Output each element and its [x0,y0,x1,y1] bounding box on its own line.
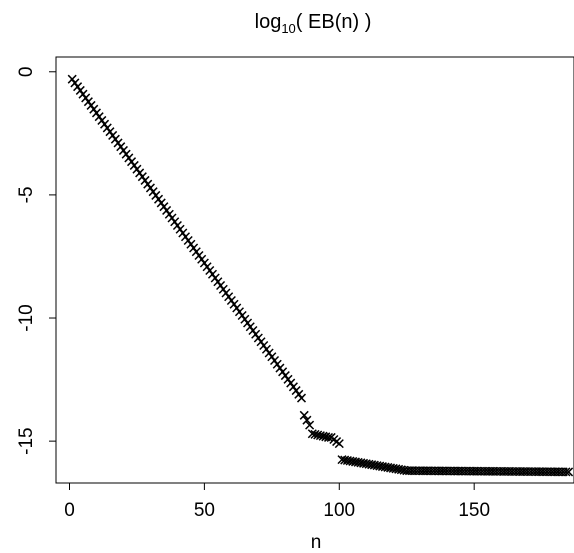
data-point [305,420,315,430]
x-axis: 0 50 100 150 [64,482,490,521]
chart-title: log10( EB(n) ) [255,11,372,36]
chart-title-base: log [255,11,282,33]
data-point [310,429,320,439]
x-tick-label: 50 [194,500,215,521]
x-tick-label: 0 [64,500,75,521]
data-point [561,467,571,477]
data-point [307,429,317,439]
y-tick-label: -5 [16,186,37,203]
x-tick-label: 150 [458,500,490,521]
data-point [296,393,307,403]
data-point [299,410,309,420]
y-tick-label: -10 [16,304,37,331]
y-tick-label: 0 [16,66,37,77]
chart-title-rest: ( EB(n) ) [296,11,372,33]
data-point [302,415,312,425]
data-point [564,467,574,477]
data-series [67,74,574,477]
x-axis-label: n [311,532,322,553]
y-tick-label: -15 [16,427,37,454]
plot-frame [55,56,574,484]
data-point [313,430,323,440]
data-point [315,431,325,441]
y-axis: 0 -5 -10 -15 [16,66,57,455]
data-point [334,439,344,449]
x-tick-label: 100 [323,500,355,521]
data-point [318,431,328,441]
chart-title-subscript: 10 [281,21,295,36]
data-point [323,432,334,442]
